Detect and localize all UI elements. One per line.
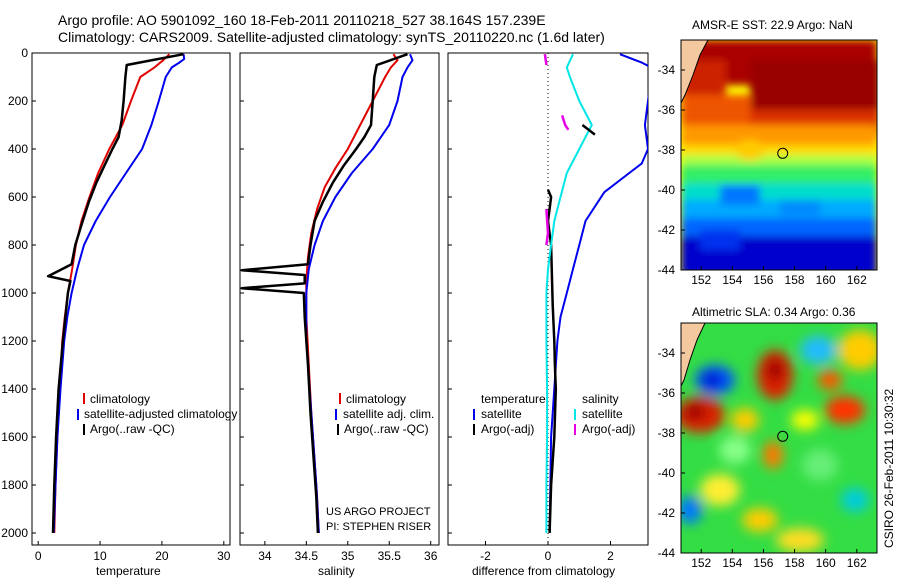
- salinity-xlabel: salinity: [318, 564, 355, 578]
- xtick-label-salinity-3: 35.5: [378, 549, 402, 563]
- legend-text-climatology: climatology: [90, 392, 150, 406]
- series-line-temperature-2: [46, 53, 184, 534]
- map-ytick-label-sst_map--38: -38: [658, 143, 676, 157]
- map-ytick-label-sst_map--44: -44: [658, 263, 676, 277]
- xtick-label-salinity-0: 34: [258, 549, 272, 563]
- series-line-salinity-2: [240, 53, 408, 534]
- xtick-label-difference-1: 0: [545, 549, 552, 563]
- legend-text-satellite: satellite-adjusted climatology: [84, 407, 237, 421]
- difference-xlabel: difference from climatology: [472, 564, 615, 578]
- xtick-label-temperature-3: 30: [217, 549, 231, 563]
- csiro-timestamp: CSIRO 26-Feb-2011 10:30:32: [882, 388, 896, 548]
- project-note: US ARGO PROJECT: [326, 506, 431, 518]
- difference-legend: temperature satellite Argo(-adj) salinit…: [473, 392, 635, 436]
- pi-note: PI: STEPHEN RISER: [326, 521, 431, 533]
- salinity-panel: 34 34.5 35 35.5 36 salinity climatology sate…: [239, 52, 440, 578]
- series-line-difference-3: [545, 208, 550, 246]
- map-ytick-label-sla_map--40: -40: [658, 466, 676, 480]
- legend-text-sal-argo: Argo(..raw -QC): [344, 422, 429, 436]
- map-xtick-label-sla_map-156: 156: [753, 556, 773, 570]
- difference-panel: -2 0 2 difference from climatology tempera…: [447, 52, 649, 578]
- map-ytick-label-sla_map--36: -36: [658, 386, 676, 400]
- xtick-label-salinity-4: 36: [424, 549, 438, 563]
- series-line-difference-5: [560, 115, 570, 131]
- map-xtick-label-sst_map-162: 162: [847, 273, 867, 287]
- xtick-label-difference-0: -2: [480, 549, 491, 563]
- sla-argo-marker: [777, 430, 789, 442]
- sst-argo-marker: [777, 147, 789, 159]
- salinity-legend: climatology satellite adj. clim. Argo(..…: [335, 392, 434, 436]
- map-xtick-label-sst_map-154: 154: [722, 273, 742, 287]
- sla-map: Altimetric SLA: 0.34 Argo: 0.36: [658, 305, 878, 570]
- map-ytick-label-sst_map--42: -42: [658, 223, 676, 237]
- temperature-xlabel: temperature: [96, 564, 161, 578]
- series-line-difference-1: [546, 189, 558, 534]
- ytick-label-1000: 1000: [1, 286, 28, 300]
- header-line-2: Climatology: CARS2009. Satellite-adjuste…: [58, 29, 605, 45]
- map-ytick-label-sla_map--34: -34: [658, 346, 676, 360]
- legend-text-sal-climatology: climatology: [346, 392, 406, 406]
- map-xtick-label-sla_map-152: 152: [691, 556, 711, 570]
- legend-text-sal-satellite: satellite adj. clim.: [343, 407, 434, 421]
- legend-text-diff-sal-sat: satellite: [582, 407, 623, 421]
- ytick-label-600: 600: [8, 190, 28, 204]
- map-ytick-label-sst_map--36: -36: [658, 103, 676, 117]
- xtick-label-salinity-2: 35: [341, 549, 355, 563]
- ytick-label-2000: 2000: [1, 526, 28, 540]
- xtick-label-temperature-1: 10: [93, 549, 107, 563]
- temperature-panel: 0 200 400 600 800 1000 1200 1400 1600 1800 2000 0 1…: [1, 46, 237, 578]
- map-xtick-label-sla_map-162: 162: [847, 556, 867, 570]
- map-ytick-label-sst_map--40: -40: [658, 183, 676, 197]
- xtick-label-temperature-2: 20: [155, 549, 169, 563]
- map-xtick-label-sst_map-156: 156: [753, 273, 773, 287]
- map-ytick-label-sla_map--42: -42: [658, 506, 676, 520]
- sst-map-frame: [680, 39, 878, 271]
- xtick-label-salinity-1: 34.5: [295, 549, 319, 563]
- ytick-label-1800: 1800: [1, 478, 28, 492]
- series-line-difference-0: [548, 53, 648, 534]
- map-ytick-label-sla_map--38: -38: [658, 426, 676, 440]
- sst-field: [681, 40, 877, 270]
- legend-text-argo: Argo(..raw -QC): [90, 422, 175, 436]
- map-ytick-label-sst_map--34: -34: [658, 63, 676, 77]
- legend-text-diff-sal-argo: Argo(-adj): [582, 422, 635, 436]
- header-line-1: Argo profile: AO 5901092_160 18-Feb-2011…: [58, 12, 546, 28]
- map-xtick-label-sst_map-158: 158: [785, 273, 805, 287]
- difference-axes-frame: [447, 52, 649, 546]
- temperature-legend: climatology satellite-adjusted climatolo…: [77, 392, 237, 436]
- salinity-axes-frame: [239, 52, 440, 546]
- map-xtick-label-sla_map-158: 158: [785, 556, 805, 570]
- ytick-label-1600: 1600: [1, 430, 28, 444]
- sla-map-frame: [680, 322, 878, 554]
- ytick-label-1400: 1400: [1, 382, 28, 396]
- ytick-label-400: 400: [8, 142, 28, 156]
- xtick-label-temperature-0: 0: [35, 549, 42, 563]
- legend-text-diff-temp-sat: satellite: [481, 407, 522, 421]
- legend-text-salinity: salinity: [582, 392, 619, 406]
- sla-field: [681, 323, 877, 553]
- ytick-label-1200: 1200: [1, 334, 28, 348]
- legend-text-temperature: temperature: [481, 392, 546, 406]
- series-line-temperature-1: [52, 54, 186, 534]
- map-xtick-label-sla_map-154: 154: [722, 556, 742, 570]
- series-line-salinity-0: [305, 53, 399, 534]
- temperature-axes-frame: [31, 52, 231, 546]
- sst-map-title: AMSR-E SST: 22.9 Argo: NaN: [692, 18, 853, 32]
- series-line-difference-2: [545, 53, 593, 533]
- xtick-label-difference-2: 2: [607, 549, 614, 563]
- sst-map: AMSR-E SST: 22.9 Argo: NaN: [658, 18, 878, 287]
- ytick-label-0: 0: [21, 46, 28, 60]
- map-xtick-label-sst_map-160: 160: [816, 273, 836, 287]
- map-xtick-label-sst_map-152: 152: [691, 273, 711, 287]
- legend-text-diff-temp-argo: Argo(-adj): [481, 422, 534, 436]
- sla-map-title: Altimetric SLA: 0.34 Argo: 0.36: [692, 305, 856, 319]
- series-line-difference-0: [581, 124, 596, 136]
- ytick-label-800: 800: [8, 238, 28, 252]
- ytick-label-200: 200: [8, 94, 28, 108]
- map-xtick-label-sla_map-160: 160: [816, 556, 836, 570]
- series-line-difference-4: [543, 54, 548, 66]
- map-ytick-label-sla_map--44: -44: [658, 546, 676, 560]
